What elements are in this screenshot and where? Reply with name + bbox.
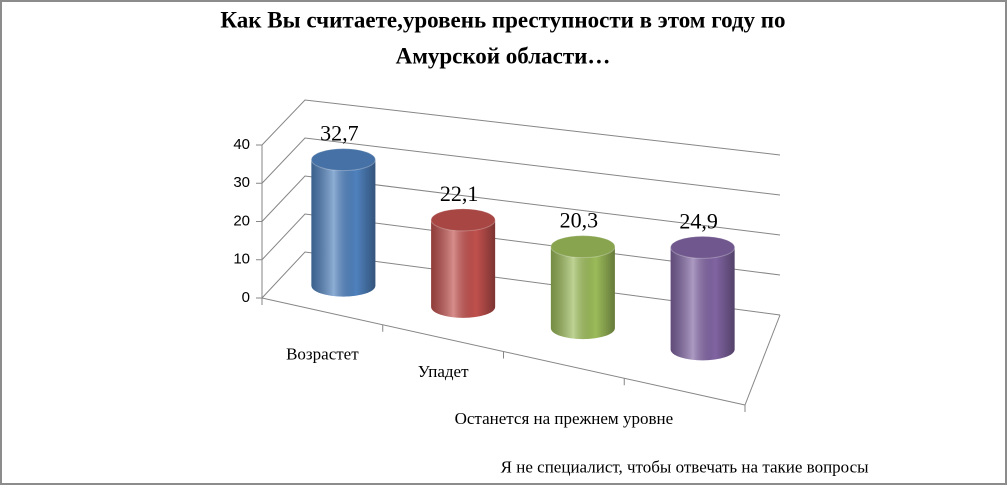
y-tick-label: 30 (233, 174, 250, 191)
bar-top-shade (431, 208, 496, 231)
x-tick-label: Я не специалист, чтобы отвечать на такие… (501, 458, 869, 477)
bar-top-shade (670, 236, 735, 259)
grid-line (261, 175, 781, 236)
bar-shade (431, 219, 496, 318)
y-tick-label: 20 (233, 212, 250, 229)
bar-shade (670, 247, 735, 361)
x-tick-label: Возрастет (286, 344, 359, 363)
chart-title: Как Вы считаете,уровень преступности в э… (220, 7, 785, 32)
data-label: 22,1 (440, 181, 479, 206)
bar-shade (311, 159, 376, 297)
y-tick-label: 10 (233, 251, 250, 268)
data-label: 32,7 (320, 121, 359, 146)
data-label: 24,9 (679, 208, 718, 233)
grid-line (261, 137, 781, 196)
y-tick-label: 0 (242, 289, 250, 306)
bar-top (670, 235, 736, 259)
bar-top-shade (550, 235, 615, 258)
y-tick-label: 40 (233, 136, 250, 153)
bar-top (550, 235, 616, 259)
data-label: 20,3 (560, 208, 599, 233)
bar-shade (550, 246, 615, 340)
bar-top (430, 208, 496, 232)
grid-line (261, 213, 781, 276)
floor-edge (744, 314, 781, 406)
grid-line (261, 251, 781, 316)
grid-line (261, 99, 781, 156)
bar-top (310, 148, 376, 172)
bar-top-shade (311, 148, 376, 171)
chart-title: Амурской области… (396, 43, 611, 68)
x-tick-label: Упадет (418, 362, 469, 381)
x-tick-label: Останется на прежнем уровне (455, 409, 674, 428)
